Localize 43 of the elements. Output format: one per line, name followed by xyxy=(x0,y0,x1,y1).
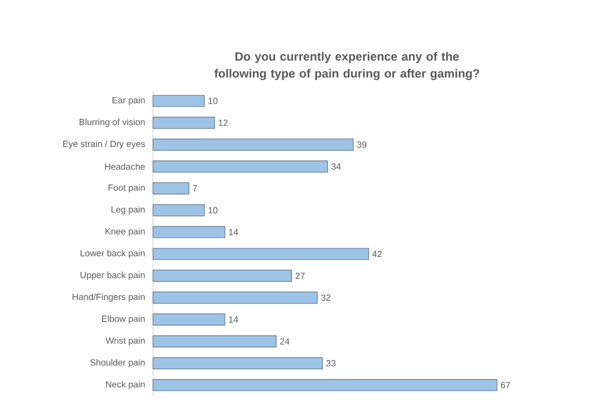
bar xyxy=(152,314,226,326)
data-label: 42 xyxy=(372,250,382,258)
y-tick-label: Lower back pain xyxy=(80,250,145,258)
data-label: 32 xyxy=(321,294,330,301)
y-tick-label: Wrist pain xyxy=(106,337,145,346)
chart-title: Do you currently experience any of the following type of pain during or after gaming? xyxy=(214,52,480,80)
y-tick-label: Ear pain xyxy=(112,96,145,106)
bar xyxy=(152,357,323,370)
data-label: 12 xyxy=(218,120,228,126)
y-tick-label: Hand/Fingers pain xyxy=(72,293,145,302)
data-label: 10 xyxy=(208,207,218,214)
data-label: 14 xyxy=(229,316,238,323)
bar xyxy=(152,335,277,348)
data-label: 7 xyxy=(192,185,197,192)
bar xyxy=(152,248,369,260)
data-label: 67 xyxy=(500,382,510,388)
bar xyxy=(152,204,205,216)
bar xyxy=(152,270,292,282)
data-label: 33 xyxy=(326,360,336,366)
y-tick-label: Elbow pain xyxy=(102,315,145,324)
bar xyxy=(152,94,205,107)
y-tick-label: Upper back pain xyxy=(80,272,145,280)
y-tick-label: Blurring of vision xyxy=(80,118,145,127)
y-tick-label: Neck pain xyxy=(106,380,145,390)
bar xyxy=(152,226,226,238)
data-label: 24 xyxy=(280,338,290,344)
data-label: 14 xyxy=(229,228,238,236)
y-tick-label: Shoulder pain xyxy=(90,359,145,368)
data-label: 39 xyxy=(357,141,366,148)
y-tick-label: Eye strain / Dry eyes xyxy=(63,140,145,149)
data-label: 10 xyxy=(208,98,218,104)
bar xyxy=(152,116,215,129)
bar xyxy=(152,182,190,194)
bar xyxy=(152,379,498,392)
bar xyxy=(152,138,354,151)
y-tick-label: Headache xyxy=(105,163,145,170)
bar xyxy=(152,292,318,304)
data-label: 34 xyxy=(331,163,341,170)
bar xyxy=(152,160,328,172)
y-tick-label: Foot pain xyxy=(108,184,145,193)
data-label: 27 xyxy=(296,272,305,279)
y-tick-label: Knee pain xyxy=(106,228,145,236)
y-tick-label: Leg pain xyxy=(112,206,145,214)
